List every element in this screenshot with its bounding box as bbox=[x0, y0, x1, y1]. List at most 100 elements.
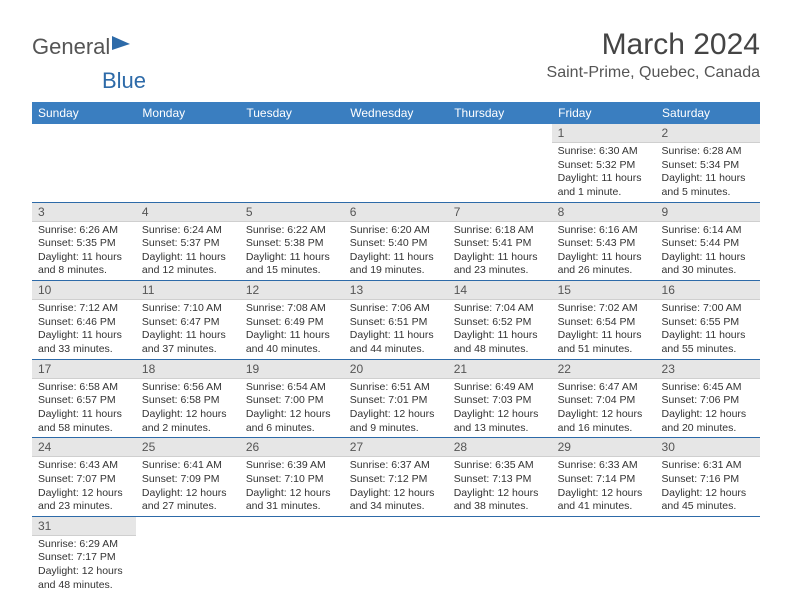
calendar-cell: 4Sunrise: 6:24 AMSunset: 5:37 PMDaylight… bbox=[136, 202, 240, 281]
day-number: 19 bbox=[240, 360, 344, 379]
calendar-cell bbox=[136, 516, 240, 594]
weekday-header-row: SundayMondayTuesdayWednesdayThursdayFrid… bbox=[32, 102, 760, 124]
day-number: 13 bbox=[344, 281, 448, 300]
weekday-header: Wednesday bbox=[344, 102, 448, 124]
calendar-row: 3Sunrise: 6:26 AMSunset: 5:35 PMDaylight… bbox=[32, 202, 760, 281]
day-info: Sunrise: 6:20 AMSunset: 5:40 PMDaylight:… bbox=[344, 222, 448, 281]
calendar-cell: 29Sunrise: 6:33 AMSunset: 7:14 PMDayligh… bbox=[552, 438, 656, 517]
calendar-cell bbox=[448, 124, 552, 202]
calendar-cell: 17Sunrise: 6:58 AMSunset: 6:57 PMDayligh… bbox=[32, 359, 136, 438]
day-info: Sunrise: 6:16 AMSunset: 5:43 PMDaylight:… bbox=[552, 222, 656, 281]
day-number: 21 bbox=[448, 360, 552, 379]
day-number: 22 bbox=[552, 360, 656, 379]
calendar-cell: 21Sunrise: 6:49 AMSunset: 7:03 PMDayligh… bbox=[448, 359, 552, 438]
calendar-cell bbox=[448, 516, 552, 594]
weekday-header: Monday bbox=[136, 102, 240, 124]
day-number: 11 bbox=[136, 281, 240, 300]
logo-text-2-wrap: Blue bbox=[102, 68, 792, 94]
calendar-cell: 9Sunrise: 6:14 AMSunset: 5:44 PMDaylight… bbox=[656, 202, 760, 281]
day-number: 24 bbox=[32, 438, 136, 457]
day-info: Sunrise: 6:18 AMSunset: 5:41 PMDaylight:… bbox=[448, 222, 552, 281]
flag-icon bbox=[110, 32, 134, 58]
calendar-cell: 11Sunrise: 7:10 AMSunset: 6:47 PMDayligh… bbox=[136, 281, 240, 360]
calendar-cell bbox=[136, 124, 240, 202]
weekday-header: Thursday bbox=[448, 102, 552, 124]
calendar-table: SundayMondayTuesdayWednesdayThursdayFrid… bbox=[32, 102, 760, 594]
calendar-cell: 16Sunrise: 7:00 AMSunset: 6:55 PMDayligh… bbox=[656, 281, 760, 360]
day-info: Sunrise: 6:37 AMSunset: 7:12 PMDaylight:… bbox=[344, 457, 448, 516]
calendar-cell: 2Sunrise: 6:28 AMSunset: 5:34 PMDaylight… bbox=[656, 124, 760, 202]
day-info: Sunrise: 6:58 AMSunset: 6:57 PMDaylight:… bbox=[32, 379, 136, 438]
day-number: 6 bbox=[344, 203, 448, 222]
calendar-cell: 13Sunrise: 7:06 AMSunset: 6:51 PMDayligh… bbox=[344, 281, 448, 360]
day-info: Sunrise: 6:39 AMSunset: 7:10 PMDaylight:… bbox=[240, 457, 344, 516]
calendar-cell: 28Sunrise: 6:35 AMSunset: 7:13 PMDayligh… bbox=[448, 438, 552, 517]
day-info: Sunrise: 6:22 AMSunset: 5:38 PMDaylight:… bbox=[240, 222, 344, 281]
calendar-cell: 19Sunrise: 6:54 AMSunset: 7:00 PMDayligh… bbox=[240, 359, 344, 438]
day-number: 28 bbox=[448, 438, 552, 457]
day-info: Sunrise: 6:51 AMSunset: 7:01 PMDaylight:… bbox=[344, 379, 448, 438]
day-number: 31 bbox=[32, 517, 136, 536]
day-info: Sunrise: 6:29 AMSunset: 7:17 PMDaylight:… bbox=[32, 536, 136, 595]
calendar-cell bbox=[344, 124, 448, 202]
day-number: 10 bbox=[32, 281, 136, 300]
day-number: 4 bbox=[136, 203, 240, 222]
day-info: Sunrise: 6:35 AMSunset: 7:13 PMDaylight:… bbox=[448, 457, 552, 516]
day-info: Sunrise: 6:24 AMSunset: 5:37 PMDaylight:… bbox=[136, 222, 240, 281]
day-number: 29 bbox=[552, 438, 656, 457]
calendar-cell: 22Sunrise: 6:47 AMSunset: 7:04 PMDayligh… bbox=[552, 359, 656, 438]
weekday-header: Saturday bbox=[656, 102, 760, 124]
day-number: 26 bbox=[240, 438, 344, 457]
day-number: 18 bbox=[136, 360, 240, 379]
day-number: 16 bbox=[656, 281, 760, 300]
calendar-row: 10Sunrise: 7:12 AMSunset: 6:46 PMDayligh… bbox=[32, 281, 760, 360]
day-info: Sunrise: 6:49 AMSunset: 7:03 PMDaylight:… bbox=[448, 379, 552, 438]
day-info: Sunrise: 6:30 AMSunset: 5:32 PMDaylight:… bbox=[552, 143, 656, 202]
day-info: Sunrise: 6:26 AMSunset: 5:35 PMDaylight:… bbox=[32, 222, 136, 281]
day-number: 23 bbox=[656, 360, 760, 379]
calendar-cell: 26Sunrise: 6:39 AMSunset: 7:10 PMDayligh… bbox=[240, 438, 344, 517]
weekday-header: Tuesday bbox=[240, 102, 344, 124]
day-number: 15 bbox=[552, 281, 656, 300]
day-info: Sunrise: 7:02 AMSunset: 6:54 PMDaylight:… bbox=[552, 300, 656, 359]
calendar-cell: 7Sunrise: 6:18 AMSunset: 5:41 PMDaylight… bbox=[448, 202, 552, 281]
calendar-cell: 31Sunrise: 6:29 AMSunset: 7:17 PMDayligh… bbox=[32, 516, 136, 594]
calendar-cell: 12Sunrise: 7:08 AMSunset: 6:49 PMDayligh… bbox=[240, 281, 344, 360]
day-info: Sunrise: 6:31 AMSunset: 7:16 PMDaylight:… bbox=[656, 457, 760, 516]
day-info: Sunrise: 7:08 AMSunset: 6:49 PMDaylight:… bbox=[240, 300, 344, 359]
calendar-cell: 15Sunrise: 7:02 AMSunset: 6:54 PMDayligh… bbox=[552, 281, 656, 360]
day-info: Sunrise: 6:56 AMSunset: 6:58 PMDaylight:… bbox=[136, 379, 240, 438]
day-info: Sunrise: 6:33 AMSunset: 7:14 PMDaylight:… bbox=[552, 457, 656, 516]
day-info: Sunrise: 7:04 AMSunset: 6:52 PMDaylight:… bbox=[448, 300, 552, 359]
calendar-row: 31Sunrise: 6:29 AMSunset: 7:17 PMDayligh… bbox=[32, 516, 760, 594]
calendar-cell bbox=[552, 516, 656, 594]
calendar-cell: 8Sunrise: 6:16 AMSunset: 5:43 PMDaylight… bbox=[552, 202, 656, 281]
calendar-cell bbox=[656, 516, 760, 594]
calendar-cell: 20Sunrise: 6:51 AMSunset: 7:01 PMDayligh… bbox=[344, 359, 448, 438]
day-info: Sunrise: 7:00 AMSunset: 6:55 PMDaylight:… bbox=[656, 300, 760, 359]
day-number: 27 bbox=[344, 438, 448, 457]
logo: General bbox=[32, 34, 134, 60]
calendar-cell: 14Sunrise: 7:04 AMSunset: 6:52 PMDayligh… bbox=[448, 281, 552, 360]
day-number: 1 bbox=[552, 124, 656, 143]
day-number: 20 bbox=[344, 360, 448, 379]
day-number: 17 bbox=[32, 360, 136, 379]
calendar-cell: 10Sunrise: 7:12 AMSunset: 6:46 PMDayligh… bbox=[32, 281, 136, 360]
calendar-cell bbox=[32, 124, 136, 202]
logo-text-2: Blue bbox=[102, 68, 146, 93]
day-info: Sunrise: 7:12 AMSunset: 6:46 PMDaylight:… bbox=[32, 300, 136, 359]
calendar-cell: 25Sunrise: 6:41 AMSunset: 7:09 PMDayligh… bbox=[136, 438, 240, 517]
calendar-cell: 23Sunrise: 6:45 AMSunset: 7:06 PMDayligh… bbox=[656, 359, 760, 438]
calendar-cell: 18Sunrise: 6:56 AMSunset: 6:58 PMDayligh… bbox=[136, 359, 240, 438]
day-info: Sunrise: 6:43 AMSunset: 7:07 PMDaylight:… bbox=[32, 457, 136, 516]
day-number: 2 bbox=[656, 124, 760, 143]
day-info: Sunrise: 6:28 AMSunset: 5:34 PMDaylight:… bbox=[656, 143, 760, 202]
day-info: Sunrise: 6:41 AMSunset: 7:09 PMDaylight:… bbox=[136, 457, 240, 516]
calendar-cell: 3Sunrise: 6:26 AMSunset: 5:35 PMDaylight… bbox=[32, 202, 136, 281]
day-info: Sunrise: 6:54 AMSunset: 7:00 PMDaylight:… bbox=[240, 379, 344, 438]
day-info: Sunrise: 7:06 AMSunset: 6:51 PMDaylight:… bbox=[344, 300, 448, 359]
month-title: March 2024 bbox=[547, 28, 760, 62]
day-number: 30 bbox=[656, 438, 760, 457]
calendar-row: 17Sunrise: 6:58 AMSunset: 6:57 PMDayligh… bbox=[32, 359, 760, 438]
day-info: Sunrise: 6:14 AMSunset: 5:44 PMDaylight:… bbox=[656, 222, 760, 281]
